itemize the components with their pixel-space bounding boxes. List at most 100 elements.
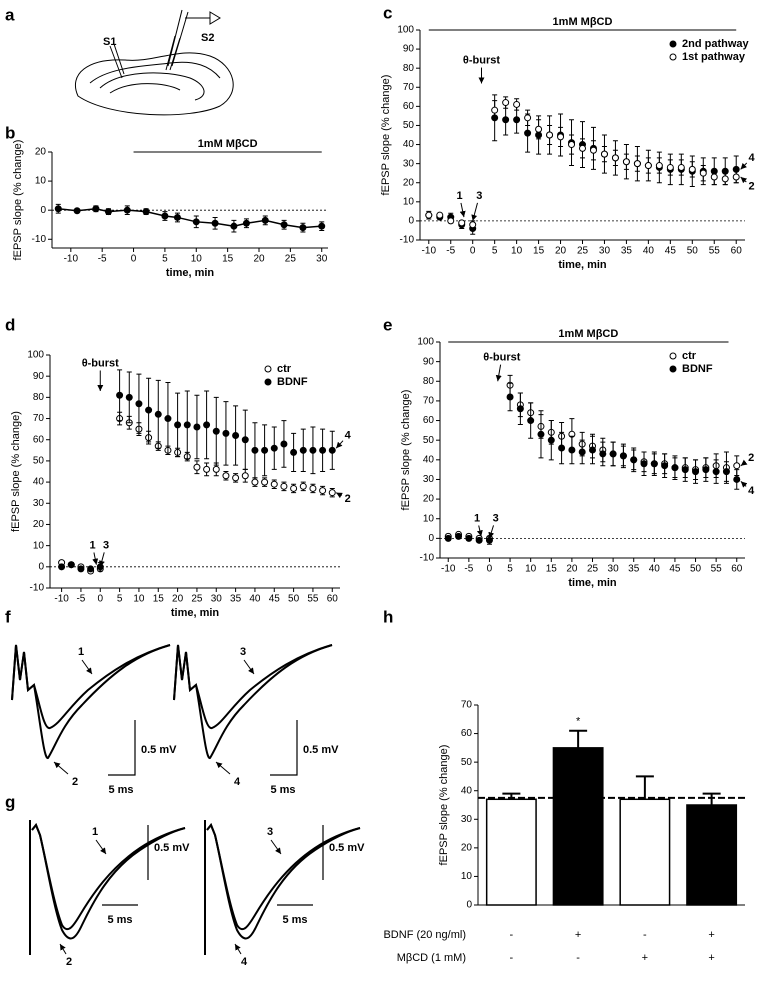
data-point bbox=[666, 163, 674, 171]
panel-label: a bbox=[5, 5, 15, 24]
annotation: 1 bbox=[474, 513, 480, 525]
data-point bbox=[328, 489, 336, 497]
data-point bbox=[230, 222, 238, 230]
x-tick-label: 30 bbox=[316, 254, 328, 265]
scale-label: 0.5 mV bbox=[303, 744, 339, 756]
data-point bbox=[622, 158, 630, 166]
arrow bbox=[81, 659, 93, 675]
treatment-sign: + bbox=[708, 929, 714, 941]
data-point bbox=[702, 466, 710, 474]
annotation: 2 bbox=[345, 493, 351, 505]
scale-label: 5 ms bbox=[270, 784, 295, 796]
x-tick-label: 50 bbox=[687, 246, 699, 257]
y-tick-label: 100 bbox=[397, 25, 414, 36]
data-point bbox=[174, 421, 182, 429]
y-tick-label: 60 bbox=[461, 728, 473, 739]
annotation: θ-burst bbox=[82, 357, 119, 369]
data-point bbox=[527, 417, 535, 425]
annotation-arrow bbox=[335, 440, 344, 449]
data-point bbox=[212, 427, 220, 435]
x-tick-label: -5 bbox=[464, 564, 473, 575]
x-tick-label: 45 bbox=[669, 564, 681, 575]
series-line bbox=[58, 207, 322, 229]
x-tick-label: 5 bbox=[507, 564, 513, 575]
recording-electrode bbox=[167, 9, 183, 67]
x-tick-label: 55 bbox=[709, 246, 721, 257]
legend-label: 1st pathway bbox=[682, 51, 746, 63]
data-point bbox=[309, 484, 317, 492]
data-point bbox=[712, 468, 720, 476]
x-tick-label: -10 bbox=[422, 246, 437, 257]
x-tick-label: 15 bbox=[546, 564, 558, 575]
data-point bbox=[161, 212, 169, 220]
y-tick-label: 40 bbox=[33, 477, 45, 488]
x-tick-label: 60 bbox=[327, 594, 339, 605]
y-tick-label: 10 bbox=[403, 196, 415, 207]
data-point bbox=[203, 465, 211, 473]
y-tick-label: 60 bbox=[423, 415, 435, 426]
data-point bbox=[242, 219, 250, 227]
data-point bbox=[261, 446, 269, 454]
data-point bbox=[655, 162, 663, 170]
data-point bbox=[299, 446, 307, 454]
data-point bbox=[123, 206, 131, 214]
legend-label: BDNF bbox=[682, 363, 713, 375]
data-point bbox=[251, 446, 259, 454]
data-point bbox=[299, 482, 307, 490]
data-point bbox=[212, 465, 220, 473]
data-point bbox=[232, 474, 240, 482]
annotation-arrow bbox=[476, 525, 483, 537]
x-tick-label: -10 bbox=[64, 254, 79, 265]
x-tick-label: 30 bbox=[599, 246, 611, 257]
electrode-label: S2 bbox=[201, 32, 214, 44]
data-point bbox=[589, 146, 597, 154]
data-point bbox=[469, 221, 477, 229]
data-point bbox=[458, 219, 466, 227]
panel-label: e bbox=[383, 315, 392, 334]
data-point bbox=[455, 532, 463, 540]
x-tick-label: 45 bbox=[665, 246, 677, 257]
data-point bbox=[546, 131, 554, 139]
x-tick-label: 10 bbox=[511, 246, 523, 257]
x-tick-label: -5 bbox=[98, 254, 107, 265]
fibers bbox=[89, 61, 221, 84]
panel-label: d bbox=[5, 315, 15, 334]
treatment-label: 1mM MβCD bbox=[558, 328, 618, 340]
data-point bbox=[578, 448, 586, 456]
x-tick-label: 50 bbox=[288, 594, 300, 605]
annotation: 3 bbox=[493, 513, 499, 525]
x-tick-label: 35 bbox=[621, 246, 633, 257]
scale-label: 5 ms bbox=[282, 914, 307, 926]
data-point bbox=[722, 468, 730, 476]
data-point bbox=[270, 444, 278, 452]
x-tick-label: 10 bbox=[525, 564, 537, 575]
arrow bbox=[234, 943, 242, 955]
x-tick-label: -5 bbox=[446, 246, 455, 257]
y-tick-label: 40 bbox=[403, 139, 415, 150]
y-axis-label: fEPSP slope (% change) bbox=[10, 411, 22, 532]
legend-label: 2nd pathway bbox=[682, 38, 750, 50]
annotation-arrow bbox=[488, 525, 495, 539]
data-point bbox=[251, 478, 259, 486]
y-tick-label: 10 bbox=[33, 540, 45, 551]
x-axis-label: time, min bbox=[166, 267, 215, 279]
data-point bbox=[681, 466, 689, 474]
data-point bbox=[688, 165, 696, 173]
scale-label: 5 ms bbox=[108, 784, 133, 796]
y-tick-label: 80 bbox=[33, 392, 45, 403]
data-point bbox=[535, 125, 543, 133]
treatment-sign: - bbox=[643, 929, 647, 941]
legend-marker bbox=[669, 40, 677, 48]
annotation: θ-burst bbox=[483, 352, 520, 364]
y-tick-label: 50 bbox=[461, 757, 473, 768]
data-point bbox=[733, 475, 741, 483]
annotation-arrow bbox=[459, 202, 466, 218]
panel-label: c bbox=[383, 3, 392, 22]
x-axis-label: time, min bbox=[568, 577, 617, 589]
x-tick-label: 10 bbox=[191, 254, 203, 265]
x-tick-label: 60 bbox=[731, 564, 743, 575]
data-point bbox=[491, 106, 499, 114]
x-tick-label: -10 bbox=[441, 564, 456, 575]
data-point bbox=[299, 224, 307, 232]
